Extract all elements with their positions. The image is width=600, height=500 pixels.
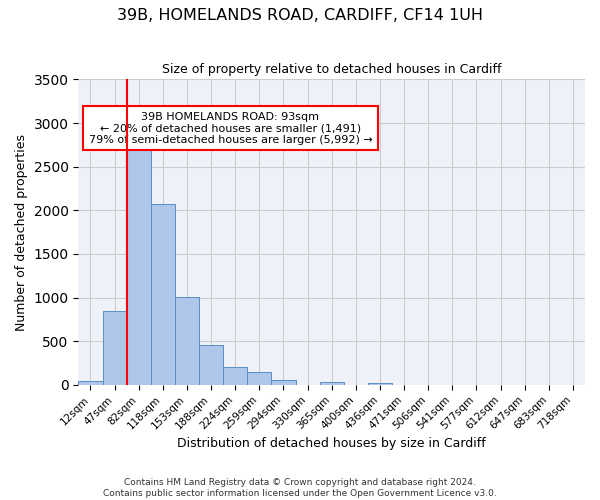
Title: Size of property relative to detached houses in Cardiff: Size of property relative to detached ho… bbox=[162, 62, 502, 76]
Bar bbox=[247, 372, 271, 385]
Bar bbox=[320, 382, 344, 385]
Bar bbox=[103, 310, 127, 385]
Text: 39B HOMELANDS ROAD: 93sqm
← 20% of detached houses are smaller (1,491)
79% of se: 39B HOMELANDS ROAD: 93sqm ← 20% of detac… bbox=[89, 112, 372, 144]
Bar bbox=[223, 367, 247, 385]
X-axis label: Distribution of detached houses by size in Cardiff: Distribution of detached houses by size … bbox=[178, 437, 486, 450]
Text: Contains HM Land Registry data © Crown copyright and database right 2024.
Contai: Contains HM Land Registry data © Crown c… bbox=[103, 478, 497, 498]
Bar bbox=[127, 148, 151, 385]
Bar bbox=[175, 296, 199, 385]
Bar bbox=[151, 204, 175, 385]
Text: 39B, HOMELANDS ROAD, CARDIFF, CF14 1UH: 39B, HOMELANDS ROAD, CARDIFF, CF14 1UH bbox=[117, 8, 483, 22]
Bar bbox=[271, 380, 296, 385]
Y-axis label: Number of detached properties: Number of detached properties bbox=[15, 134, 28, 330]
Bar bbox=[79, 380, 103, 385]
Bar bbox=[368, 383, 392, 385]
Bar bbox=[199, 345, 223, 385]
